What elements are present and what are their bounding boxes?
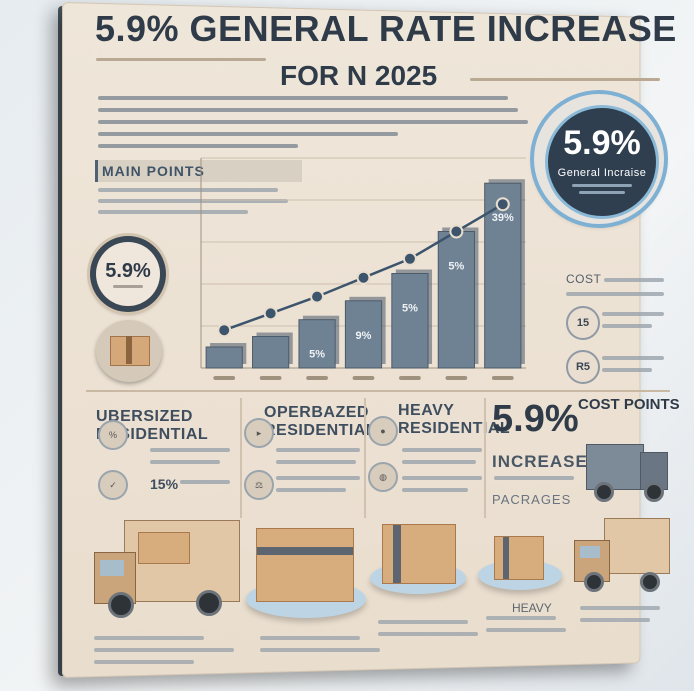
category-overbased: OPERBAZED RESIDENTIAL: [264, 404, 376, 440]
trend-point: [450, 226, 462, 238]
category-overbased-name: OPERBAZED: [264, 404, 376, 422]
bar: [392, 274, 428, 369]
category-separator-3: [484, 398, 486, 518]
x-tick-label: [306, 376, 328, 380]
packages-label: PACRAGES: [492, 492, 571, 507]
bar: [299, 320, 335, 368]
trend-point: [218, 324, 230, 336]
badge-percent: 5.9%: [548, 124, 656, 163]
side-item-1-circle: 15: [566, 306, 600, 340]
trend-point: [265, 307, 277, 319]
truck-small-icon: ▸: [244, 418, 274, 448]
x-tick-label: [353, 376, 375, 380]
rate-chart: 5% 9% 5% 5% 39%: [176, 130, 541, 390]
check-icon: ✓: [98, 470, 128, 500]
footer-heavy-label: HEAVY: [512, 601, 552, 615]
bar-label: 5%: [448, 261, 464, 273]
x-tick-label: [492, 376, 514, 380]
bar-label: 39%: [492, 212, 514, 224]
title-rule-right: [470, 78, 660, 81]
category-separator-1: [240, 398, 242, 518]
trend-point: [404, 253, 416, 265]
rate-increase-badge: 5.9% General Incraise: [534, 94, 664, 224]
scale-icon: ⚖: [244, 470, 274, 500]
section-divider: [86, 390, 670, 392]
trend-point: [358, 272, 370, 284]
category-separator-2: [364, 398, 366, 518]
x-tick-label: [399, 376, 421, 380]
small-percent-badge: 5.9%: [90, 236, 166, 312]
globe-icon: ◍: [368, 462, 398, 492]
highlight-percent: 5.9%: [492, 398, 579, 441]
x-tick-label: [445, 376, 467, 380]
bar-label: 5%: [402, 303, 418, 315]
cost-points-label: COST POINTS: [578, 396, 680, 413]
trend-point: [497, 198, 509, 210]
trend-point: [311, 291, 323, 303]
title-line-2: FOR N 2025: [280, 60, 437, 92]
title-line-1: 5.9% GENERAL RATE INCREASE: [95, 8, 677, 50]
badge-subtitle: General Incraise: [548, 167, 656, 179]
bar: [206, 347, 242, 368]
small-badge-percent: 5.9%: [96, 260, 160, 283]
title-rule-left: [96, 58, 266, 61]
weight-icon: ●: [368, 416, 398, 446]
bar: [438, 232, 474, 369]
side-item-2-circle: R5: [566, 350, 600, 384]
x-tick-label: [260, 376, 282, 380]
side-cost-title: COST: [566, 272, 601, 286]
bar-label: 9%: [356, 330, 372, 342]
category-overbased-sub: RESIDENTIAL: [264, 422, 376, 440]
x-tick-label: [213, 376, 235, 380]
category-oversized-pct: 15%: [150, 476, 178, 492]
percent-icon: %: [98, 420, 128, 450]
bar-label: 5%: [309, 349, 325, 361]
bar: [253, 337, 289, 369]
increase-label: INCREASE: [492, 452, 588, 472]
box-icon: [96, 320, 162, 382]
